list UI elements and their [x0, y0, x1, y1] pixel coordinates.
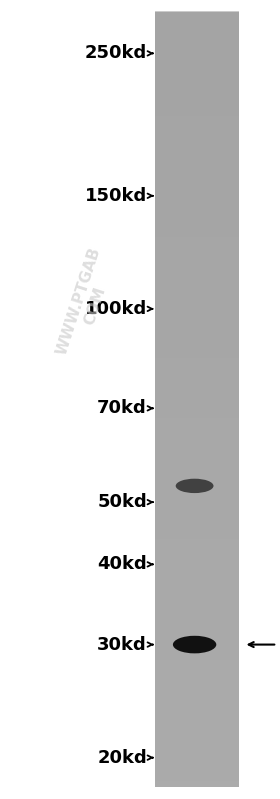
Text: 100kd: 100kd: [85, 300, 147, 318]
Ellipse shape: [176, 479, 214, 493]
Text: 150kd: 150kd: [85, 187, 147, 205]
Text: 70kd: 70kd: [97, 400, 147, 417]
Ellipse shape: [173, 636, 216, 654]
Text: 250kd: 250kd: [85, 45, 147, 62]
Bar: [155, 12, 239, 787]
Text: 40kd: 40kd: [97, 555, 147, 574]
Text: WWW.PTGAB
COM: WWW.PTGAB COM: [54, 245, 120, 362]
Text: 20kd: 20kd: [97, 749, 147, 766]
Text: 50kd: 50kd: [97, 493, 147, 511]
Text: 30kd: 30kd: [97, 635, 147, 654]
